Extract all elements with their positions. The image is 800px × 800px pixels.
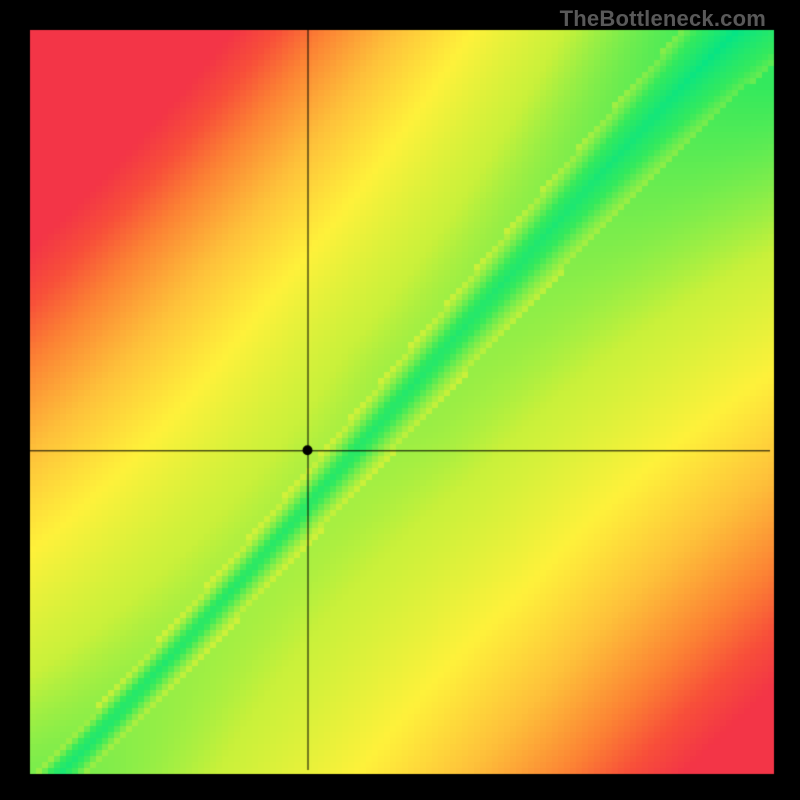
heatmap-canvas (0, 0, 800, 800)
